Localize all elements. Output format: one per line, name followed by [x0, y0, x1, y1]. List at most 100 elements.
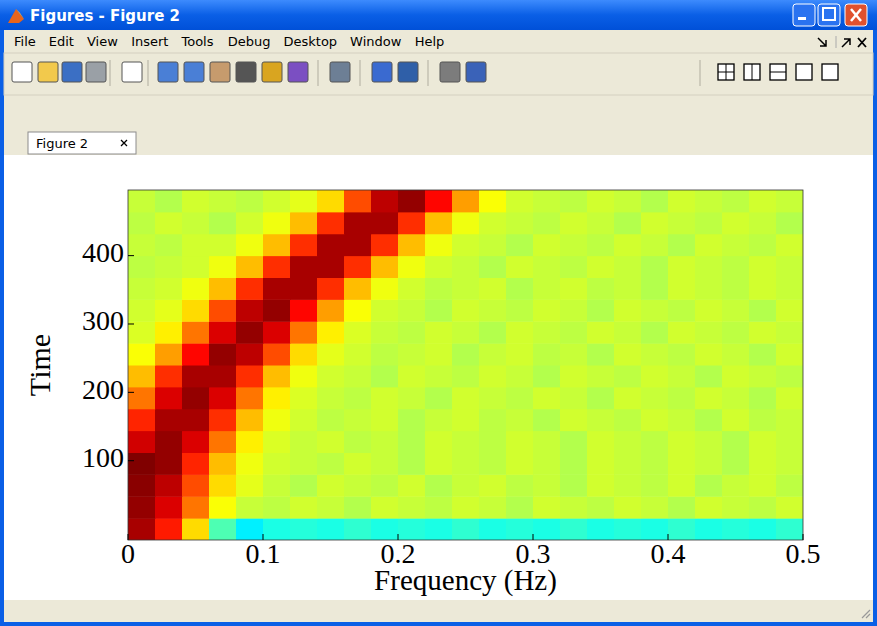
heatmap-cell [722, 256, 750, 278]
toolbar-button[interactable] [62, 62, 82, 82]
layout-button[interactable] [796, 64, 812, 80]
toolbar-button[interactable] [466, 62, 486, 82]
heatmap-cell [344, 431, 372, 453]
heatmap-cell [236, 299, 264, 321]
heatmap-cell [344, 321, 372, 343]
menu-item[interactable]: Desktop [283, 34, 337, 49]
layout-button[interactable] [744, 64, 760, 80]
heatmap-cell [209, 474, 237, 496]
toolbar-button[interactable] [236, 62, 256, 82]
toolbar-button[interactable] [12, 62, 32, 82]
toolbar-button[interactable] [38, 62, 58, 82]
heatmap-cell [587, 496, 615, 518]
heatmap-cell [452, 453, 480, 475]
menu-item[interactable]: Window [350, 34, 402, 49]
heatmap-cell [776, 190, 803, 212]
layout-button[interactable] [770, 64, 786, 80]
heatmap-cell [452, 496, 480, 518]
heatmap-cell [722, 212, 750, 234]
toolbar-separator [428, 60, 429, 86]
toolbar-button[interactable] [184, 62, 204, 82]
heatmap-cell [290, 474, 318, 496]
heatmap-cell [236, 496, 264, 518]
toolbar-button[interactable] [330, 62, 350, 82]
glyph [798, 17, 806, 20]
tool-icon [62, 62, 82, 82]
tab-close[interactable] [121, 140, 127, 146]
heatmap-cell [209, 343, 237, 365]
heatmap-cell [209, 431, 237, 453]
toolbar-button[interactable] [398, 62, 418, 82]
heatmap-cell [776, 256, 803, 278]
button-face [793, 4, 815, 26]
menu-item[interactable]: File [14, 34, 36, 49]
heatmap-cell [641, 234, 669, 256]
toolbar-button[interactable] [122, 62, 142, 82]
heatmap-cell [344, 190, 372, 212]
heatmap-cell [695, 234, 723, 256]
heatmap-cell [776, 453, 803, 475]
heatmap-cell [641, 518, 669, 540]
heatmap-cell [128, 453, 156, 475]
heatmap-cell [317, 256, 345, 278]
toolbar-button[interactable] [86, 62, 106, 82]
heatmap-cell [506, 387, 534, 409]
heatmap-cell [749, 431, 777, 453]
dock-controls[interactable] [818, 36, 866, 48]
title-bar [0, 0, 877, 30]
heatmap-cell [506, 234, 534, 256]
heatmap-cell [398, 278, 426, 300]
heatmap-cell [263, 496, 291, 518]
menu-item[interactable]: Help [415, 34, 445, 49]
layout-icon [744, 64, 760, 80]
toolbar-button[interactable] [372, 62, 392, 82]
heatmap-cell [560, 343, 588, 365]
tab-label: Figure 2 [36, 136, 88, 151]
heatmap-cell [776, 278, 803, 300]
y-tick-label: 100 [82, 442, 124, 473]
heatmap-cell [398, 518, 426, 540]
heatmap-cell [479, 365, 507, 387]
heatmap-cell [560, 256, 588, 278]
menu-item[interactable]: View [87, 34, 118, 49]
heatmap-cell [128, 387, 156, 409]
menu-item[interactable]: Insert [131, 34, 168, 49]
heatmap-cell [668, 343, 696, 365]
menu-item[interactable]: Tools [180, 34, 213, 49]
heatmap-cell [209, 365, 237, 387]
toolbar-separator [318, 60, 319, 86]
heatmap-cell [236, 453, 264, 475]
maximize-button[interactable] [818, 4, 840, 26]
toolbar-button[interactable] [158, 62, 178, 82]
menu-item[interactable]: Edit [49, 34, 74, 49]
heatmap-cell [344, 387, 372, 409]
tab-strip [4, 96, 873, 154]
menu-item[interactable]: Debug [228, 34, 271, 49]
x-tick-label: 0.1 [246, 538, 281, 569]
heatmap-cell [452, 365, 480, 387]
heatmap-cell [506, 278, 534, 300]
heatmap-cell [155, 387, 183, 409]
heatmap-cell [614, 321, 642, 343]
heatmap-cell [479, 190, 507, 212]
toolbar-button[interactable] [262, 62, 282, 82]
heatmap-cell [452, 387, 480, 409]
minimize-button[interactable] [793, 4, 815, 26]
heatmap-cell [560, 234, 588, 256]
figure-tab[interactable]: Figure 2 [28, 132, 136, 154]
heatmap-cell [425, 212, 453, 234]
heatmap-cell [317, 409, 345, 431]
heatmap-cell [398, 190, 426, 212]
heatmap-cell [452, 431, 480, 453]
close-button[interactable] [845, 4, 867, 26]
layout-button[interactable] [822, 64, 838, 80]
heatmap-cell [560, 365, 588, 387]
toolbar-button[interactable] [288, 62, 308, 82]
heatmap-cell [398, 256, 426, 278]
heatmap-cell [344, 496, 372, 518]
layout-button[interactable] [718, 64, 734, 80]
toolbar-button[interactable] [440, 62, 460, 82]
heatmap-cell [614, 431, 642, 453]
toolbar-button[interactable] [210, 62, 230, 82]
heatmap-cell [263, 518, 291, 540]
